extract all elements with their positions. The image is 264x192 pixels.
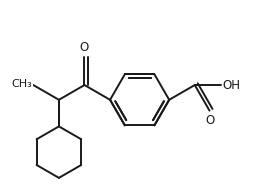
Text: OH: OH: [223, 79, 241, 92]
Text: O: O: [206, 114, 215, 127]
Text: CH₃: CH₃: [11, 79, 32, 89]
Text: O: O: [80, 41, 89, 54]
